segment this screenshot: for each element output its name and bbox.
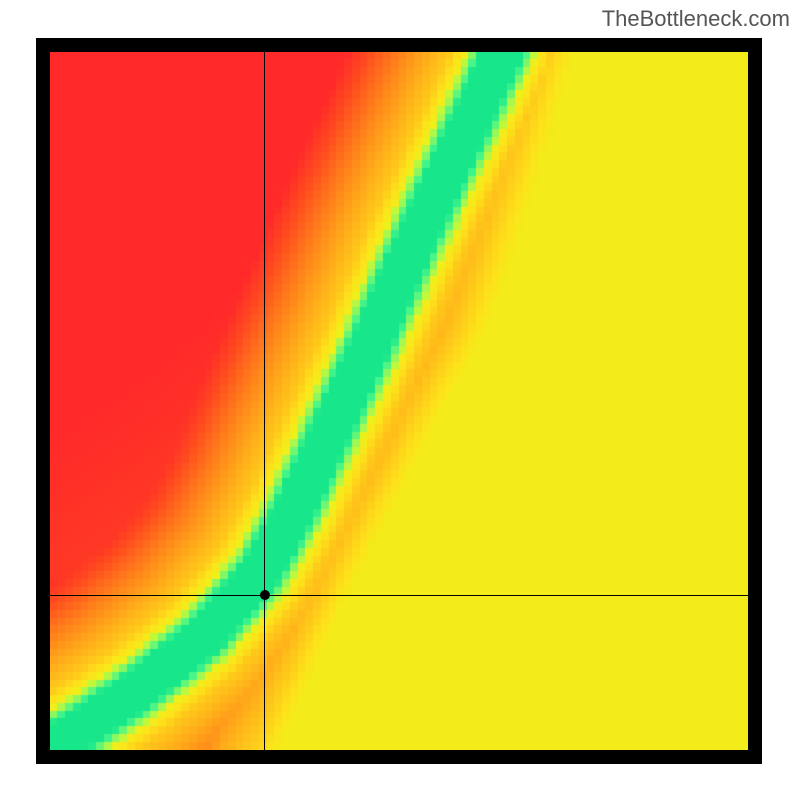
- crosshair-vertical: [264, 52, 265, 750]
- heatmap-canvas: [50, 52, 748, 750]
- crosshair-horizontal: [50, 595, 748, 596]
- plot-inner: [50, 52, 748, 750]
- watermark-text: TheBottleneck.com: [602, 6, 790, 32]
- crosshair-dot: [260, 590, 270, 600]
